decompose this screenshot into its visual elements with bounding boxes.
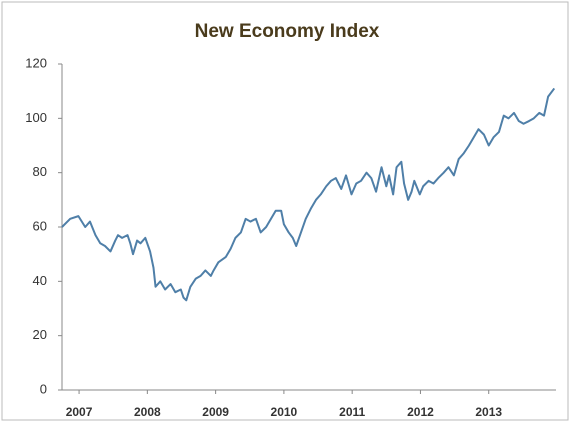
y-tick-label: 120 — [25, 55, 47, 70]
x-tick-label: 2008 — [134, 405, 161, 419]
x-tick-label: 2010 — [271, 405, 298, 419]
x-tick-label: 2013 — [475, 405, 502, 419]
y-tick-label: 60 — [33, 218, 47, 233]
x-tick-label: 2007 — [66, 405, 93, 419]
x-tick-label: 2009 — [202, 405, 229, 419]
x-tick-label: 2011 — [339, 405, 365, 419]
y-tick-label: 80 — [33, 164, 47, 179]
y-tick-label: 0 — [40, 381, 47, 396]
y-tick-label: 20 — [33, 327, 47, 342]
data-line — [61, 87, 556, 302]
y-tick-label: 40 — [33, 273, 47, 288]
y-tick-label: 100 — [25, 110, 47, 125]
x-tick-label: 2012 — [407, 405, 434, 419]
chart-title: New Economy Index — [195, 21, 380, 42]
